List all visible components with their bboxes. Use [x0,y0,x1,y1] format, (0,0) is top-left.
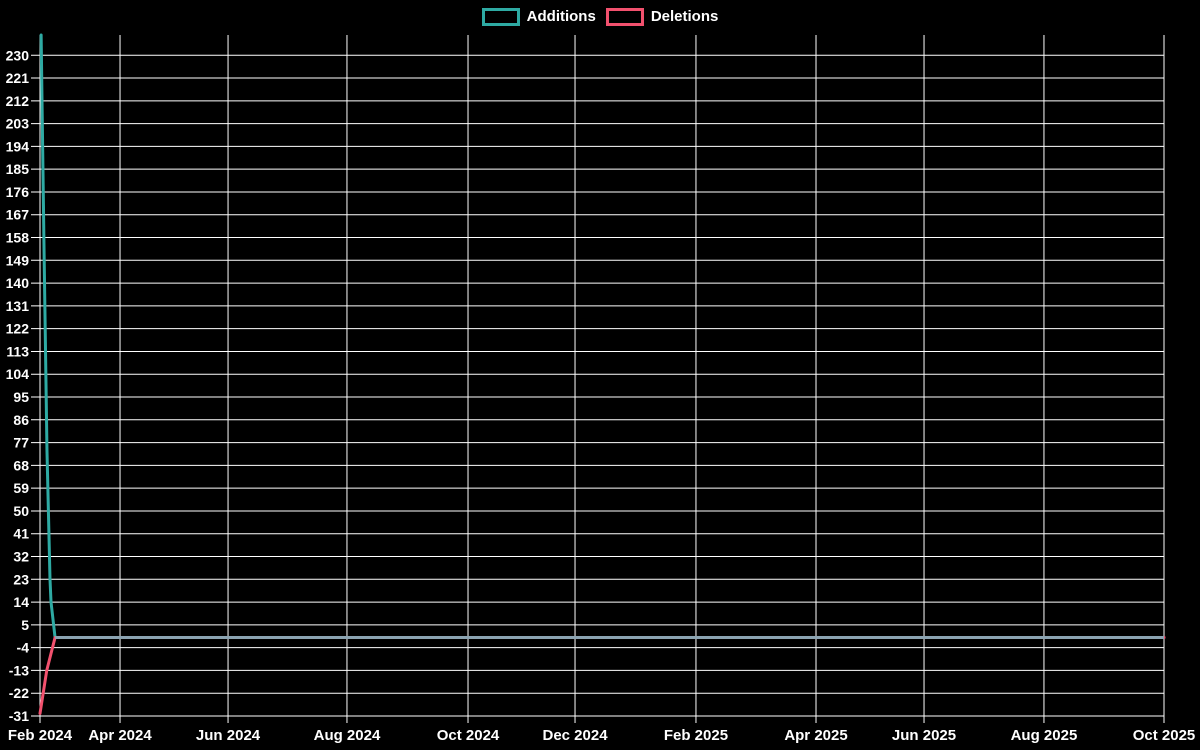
x-tick-label: Feb 2024 [8,727,73,744]
y-tick-label: 230 [6,47,30,63]
y-tick-label: 86 [13,412,29,428]
y-tick-label: 104 [6,366,30,382]
deletions-legend-label: Deletions [650,8,719,25]
y-tick-label: 50 [13,503,29,519]
x-tick-label: Dec 2024 [542,727,608,744]
y-tick-label: 5 [21,617,29,633]
x-tick-label: Jun 2025 [892,727,956,744]
y-tick-label: 194 [6,138,30,154]
y-tick-label: 185 [6,161,30,177]
y-tick-label: 140 [6,275,30,291]
y-tick-label: -22 [9,685,29,701]
y-tick-label: 68 [13,457,29,473]
y-tick-label: 95 [13,389,29,405]
y-tick-label: 131 [6,298,30,314]
x-tick-label: Aug 2025 [1011,727,1078,744]
x-tick-label: Oct 2024 [437,727,500,744]
y-tick-label: 41 [13,526,29,542]
y-tick-label: 32 [13,549,29,565]
additions-swatch-icon [481,8,520,26]
x-tick-label: Oct 2025 [1133,727,1196,744]
x-tick-label: Aug 2024 [314,727,381,744]
x-tick-label: Feb 2025 [664,727,728,744]
y-tick-label: 221 [6,70,30,86]
y-tick-label: 158 [6,230,30,246]
deletions-swatch-icon [605,8,644,26]
y-tick-label: 14 [13,594,29,610]
y-tick-label: 167 [6,207,30,223]
series-line-additions [39,33,1166,640]
x-tick-label: Apr 2025 [784,727,847,744]
legend-item-deletions[interactable]: Deletions [605,8,719,26]
chart-legend: Additions Deletions [0,8,1200,26]
y-tick-label: -4 [17,640,30,656]
x-tick-label: Jun 2024 [196,727,261,744]
y-tick-label: 59 [13,480,29,496]
y-tick-label: 77 [13,435,29,451]
additions-legend-label: Additions [526,8,596,25]
y-tick-label: 149 [6,252,30,268]
y-tick-label: 176 [6,184,30,200]
y-tick-label: 122 [6,321,30,337]
y-tick-label: 113 [6,343,29,359]
x-tick-label: Apr 2024 [88,727,152,744]
y-tick-label: 212 [6,93,30,109]
legend-item-additions[interactable]: Additions [481,8,596,26]
y-tick-label: 23 [13,571,29,587]
series-line-deletions [38,636,1166,715]
y-tick-label: -31 [9,708,29,724]
y-tick-label: -13 [9,662,29,678]
y-tick-label: 203 [6,116,30,132]
